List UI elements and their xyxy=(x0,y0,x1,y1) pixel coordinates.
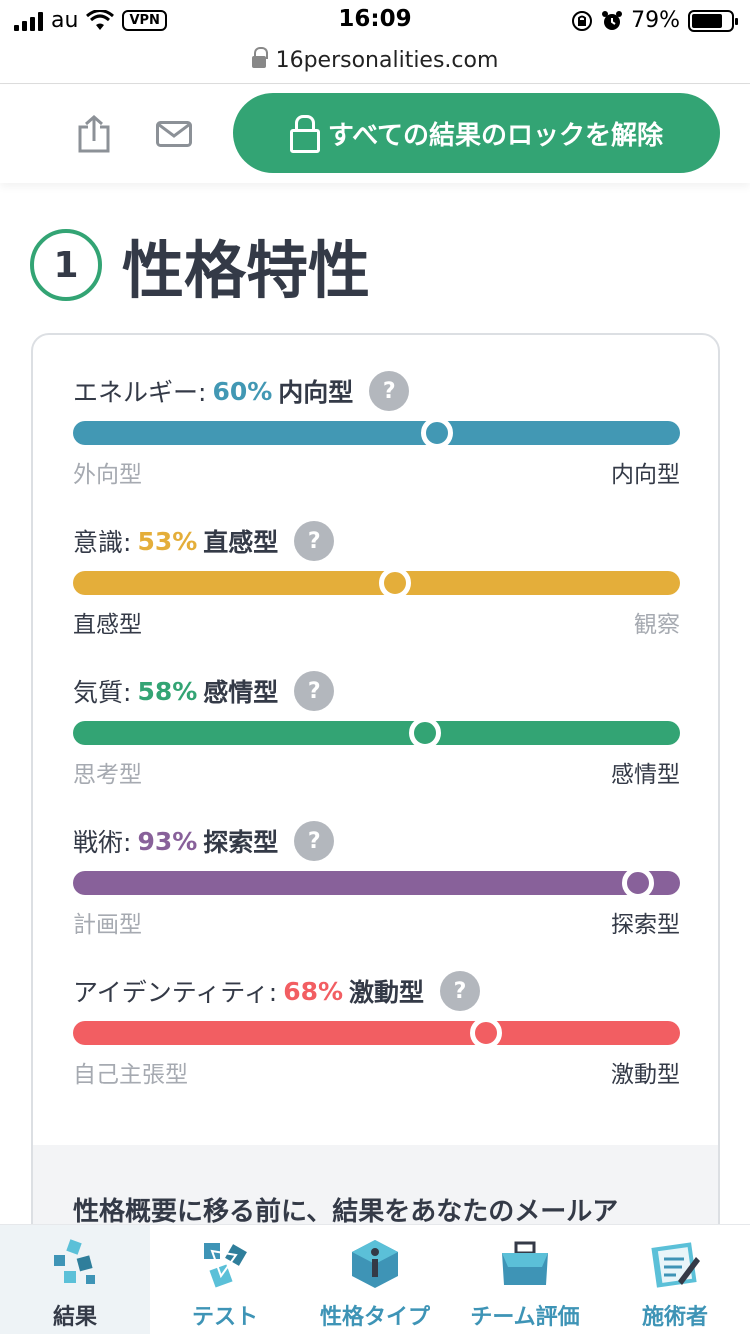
address-bar[interactable]: 16personalities.com xyxy=(0,38,750,84)
help-icon[interactable]: ? xyxy=(440,971,481,1011)
trait-label: アイデンティティ: 68% 激動型? xyxy=(73,971,680,1011)
nav-label: 施術者 xyxy=(641,1305,708,1330)
traits-card: エネルギー: 60% 内向型? 外向型 内向型 意識: 53% 直感型? 直感型 観察 気質: 58%… xyxy=(31,333,720,1333)
nav-label: チーム評価 xyxy=(470,1305,580,1330)
trait-bar-knob xyxy=(469,1017,502,1049)
trait-right-pole: 感情型 xyxy=(611,762,680,788)
trait-name: 意識: xyxy=(73,528,132,557)
results-toolbar: すべての結果のロックを解除 xyxy=(0,85,750,183)
trait-right-pole: 観察 xyxy=(634,612,680,638)
help-icon[interactable]: ? xyxy=(369,371,410,411)
battery-percent: 79% xyxy=(631,8,680,33)
rotation-lock-icon xyxy=(572,10,593,31)
trait-left-pole: 直感型 xyxy=(73,612,142,638)
url-text: 16personalities.com xyxy=(275,48,499,73)
trait-row: アイデンティティ: 68% 激動型? 自己主張型 激動型 xyxy=(73,971,680,1089)
trait-ends: 計画型 探索型 xyxy=(73,905,680,939)
share-icon[interactable] xyxy=(76,115,112,153)
trait-bar-knob xyxy=(409,717,442,749)
carrier-name: au xyxy=(51,8,79,33)
signal-icon xyxy=(14,11,43,31)
nav-label: テスト xyxy=(191,1305,258,1330)
trait-type: 感情型 xyxy=(203,678,279,707)
trait-ends: 思考型 感情型 xyxy=(73,755,680,789)
trait-name: アイデンティティ: xyxy=(73,978,278,1007)
bottom-navigation: 結果 テスト 性格タイプ チーム評価 xyxy=(0,1224,750,1334)
trait-bar-knob xyxy=(421,417,454,449)
trait-row: 気質: 58% 感情型? 思考型 感情型 xyxy=(73,671,680,789)
results-icon xyxy=(54,1239,95,1284)
status-time: 16:09 xyxy=(338,6,412,32)
nav-results[interactable]: 結果 xyxy=(0,1225,150,1334)
trait-percent: 60% xyxy=(212,376,273,406)
trait-right-pole: 探索型 xyxy=(611,912,680,938)
nav-test[interactable]: テスト xyxy=(150,1225,300,1334)
help-icon[interactable]: ? xyxy=(294,521,335,561)
trait-bar xyxy=(73,717,680,749)
trait-percent: 58% xyxy=(137,676,198,706)
trait-row: 意識: 53% 直感型? 直感型 観察 xyxy=(73,521,680,639)
help-icon[interactable]: ? xyxy=(294,821,335,861)
trait-percent: 93% xyxy=(137,826,198,856)
trait-left-pole: 思考型 xyxy=(73,762,142,788)
trait-percent: 53% xyxy=(137,526,198,556)
help-icon[interactable]: ? xyxy=(294,671,335,711)
trait-label: 戦術: 93% 探索型? xyxy=(73,821,680,861)
trait-bar-knob xyxy=(621,867,654,899)
test-icon xyxy=(204,1243,247,1288)
trait-name: 気質: xyxy=(73,678,132,707)
trait-row: エネルギー: 60% 内向型? 外向型 内向型 xyxy=(73,371,680,489)
trait-row: 戦術: 93% 探索型? 計画型 探索型 xyxy=(73,821,680,939)
personality-types-icon xyxy=(352,1240,398,1288)
trait-right-pole: 内向型 xyxy=(611,462,680,488)
nav-practitioner[interactable]: 施術者 xyxy=(600,1225,750,1334)
section-number: 1 xyxy=(30,229,102,301)
nav-personality-types[interactable]: 性格タイプ xyxy=(300,1225,450,1334)
trait-right-pole: 激動型 xyxy=(611,1062,680,1088)
unlock-button-label: すべての結果のロックを解除 xyxy=(327,120,664,151)
team-assessment-icon xyxy=(502,1241,548,1285)
trait-label: 気質: 58% 感情型? xyxy=(73,671,680,711)
email-prompt-text: 性格概要に移る前に、結果をあなたのメールア xyxy=(73,1197,619,1227)
trait-bar xyxy=(73,567,680,599)
practitioner-icon xyxy=(651,1242,700,1288)
trait-left-pole: 自己主張型 xyxy=(73,1062,188,1088)
trait-name: エネルギー: xyxy=(73,378,207,407)
lock-icon xyxy=(289,115,320,153)
trait-bar xyxy=(73,867,680,899)
trait-name: 戦術: xyxy=(73,828,132,857)
nav-team-assessment[interactable]: チーム評価 xyxy=(450,1225,600,1334)
section-heading: 1 性格特性 xyxy=(30,220,370,310)
trait-left-pole: 外向型 xyxy=(73,462,142,488)
trait-type: 激動型 xyxy=(349,978,425,1007)
trait-ends: 直感型 観察 xyxy=(73,605,680,639)
trait-ends: 外向型 内向型 xyxy=(73,455,680,489)
mail-icon[interactable] xyxy=(156,121,192,147)
nav-label: 結果 xyxy=(52,1305,97,1330)
trait-bar xyxy=(73,1017,680,1049)
trait-type: 内向型 xyxy=(278,378,354,407)
nav-label: 性格タイプ xyxy=(319,1305,430,1330)
trait-percent: 68% xyxy=(283,976,344,1006)
vpn-badge: VPN xyxy=(122,10,167,31)
trait-label: 意識: 53% 直感型? xyxy=(73,521,680,561)
trait-type: 探索型 xyxy=(203,828,279,857)
lock-icon xyxy=(251,46,268,69)
trait-left-pole: 計画型 xyxy=(73,912,142,938)
unlock-all-results-button[interactable]: すべての結果のロックを解除 xyxy=(233,93,720,173)
trait-bar xyxy=(73,417,680,449)
battery-icon xyxy=(688,9,738,32)
trait-label: エネルギー: 60% 内向型? xyxy=(73,371,680,411)
status-bar: au VPN 16:09 79% xyxy=(0,0,750,40)
trait-type: 直感型 xyxy=(203,528,279,557)
trait-ends: 自己主張型 激動型 xyxy=(73,1055,680,1089)
wifi-icon xyxy=(86,9,115,30)
trait-bar-knob xyxy=(378,567,411,599)
alarm-icon xyxy=(602,10,623,30)
section-title: 性格特性 xyxy=(122,234,371,307)
